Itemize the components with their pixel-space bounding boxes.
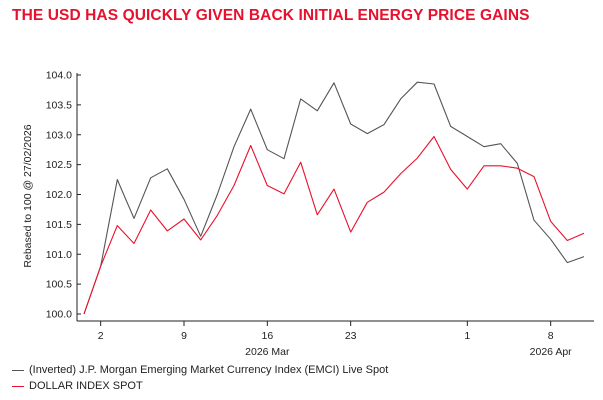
x-tick-label: 16 — [261, 330, 273, 342]
y-tick-label: 100.0 — [46, 309, 72, 321]
legend-label-dxy: DOLLAR INDEX SPOT — [29, 380, 143, 392]
y-tick-label: 103.5 — [46, 99, 72, 111]
x-tick-label: 23 — [345, 330, 357, 342]
legend-swatch-dxy — [12, 385, 24, 387]
x-tick-label: 1 — [464, 330, 470, 342]
x-group-label: 2026 Apr — [530, 346, 573, 358]
series-line-emci — [83, 81, 585, 315]
y-tick-label: 101.5 — [46, 219, 72, 231]
x-tick-label: 2 — [98, 330, 104, 342]
legend-swatch-emci — [12, 369, 24, 371]
y-tick-label: 102.0 — [46, 189, 72, 201]
series-line-dxy — [83, 135, 585, 315]
y-tick-label: 103.0 — [46, 129, 72, 141]
y-axis-label: Rebased to 100 @ 27/02/2026 — [22, 124, 34, 267]
legend-item-emci: (Inverted) J.P. Morgan Emerging Market C… — [12, 362, 388, 378]
x-tick-label: 9 — [181, 330, 187, 342]
legend-item-dxy: DOLLAR INDEX SPOT — [12, 378, 388, 394]
x-tick-label: 8 — [548, 330, 554, 342]
y-tick-label: 102.5 — [46, 159, 72, 171]
y-tick-label: 100.5 — [46, 279, 72, 291]
chart-axes: 100.0 100.5 101.0 101.5 102.0 102.5 103.0 103.5… — [46, 70, 594, 358]
chart-legend: (Inverted) J.P. Morgan Emerging Market C… — [12, 362, 388, 394]
x-group-label: 2026 Mar — [245, 346, 290, 358]
y-tick-label: 101.0 — [46, 249, 72, 261]
chart-title: THE USD HAS QUICKLY GIVEN BACK INITIAL E… — [12, 7, 530, 24]
chart-lines — [83, 81, 585, 315]
y-tick-label: 104.0 — [46, 70, 72, 82]
legend-label-emci: (Inverted) J.P. Morgan Emerging Market C… — [29, 364, 389, 376]
